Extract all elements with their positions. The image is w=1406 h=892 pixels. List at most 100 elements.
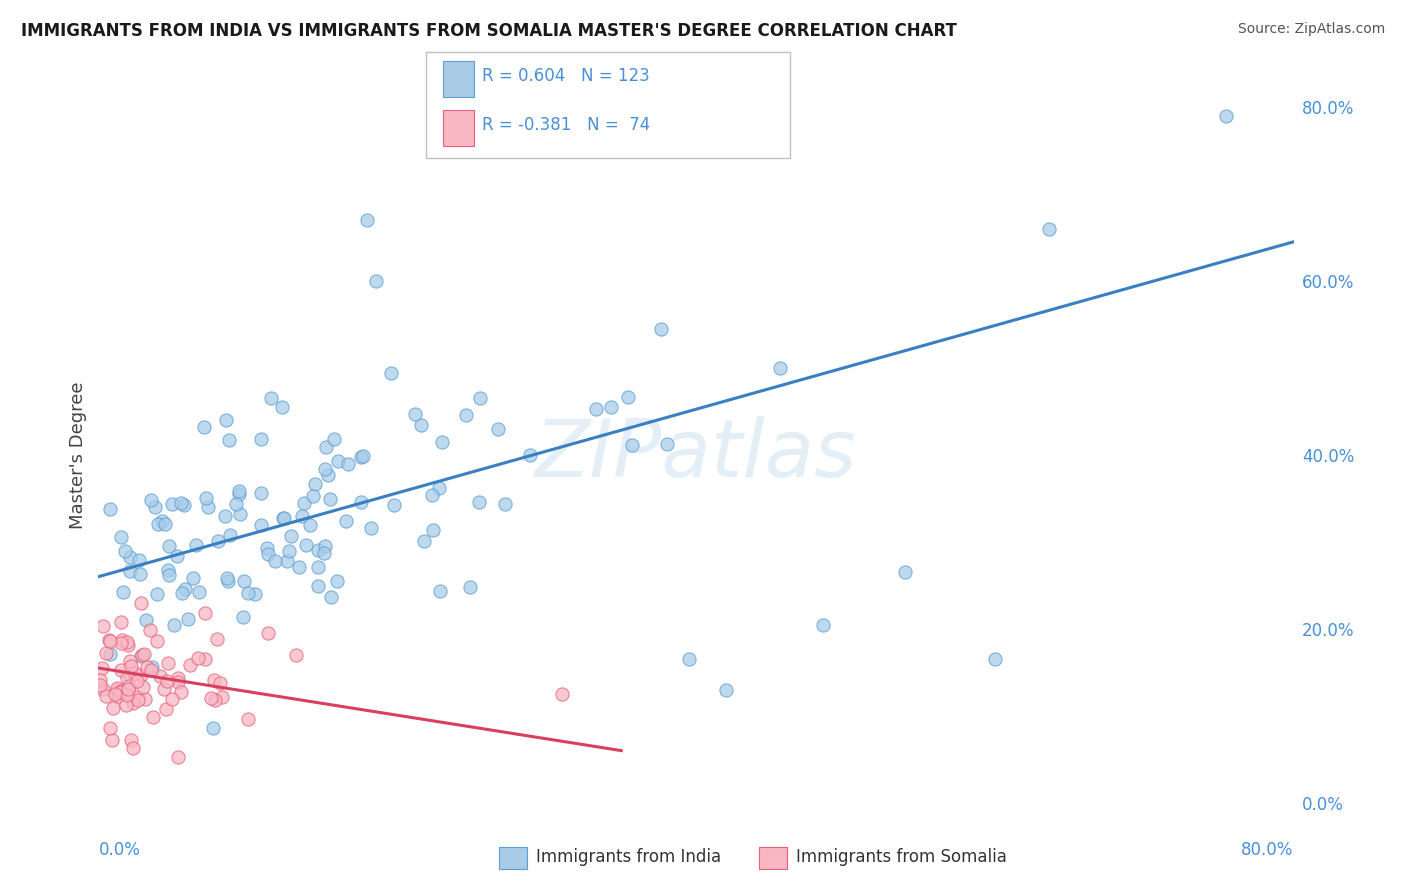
Text: R = -0.381   N =  74: R = -0.381 N = 74	[482, 116, 651, 135]
Point	[110, 530, 132, 544]
Point	[114, 544, 136, 558]
Point	[600, 400, 623, 414]
Point	[91, 661, 114, 675]
Point	[257, 547, 280, 561]
Point	[655, 437, 678, 451]
Point	[114, 698, 136, 712]
Point	[250, 485, 273, 500]
Point	[307, 560, 329, 574]
Point	[155, 517, 177, 532]
Point	[153, 681, 176, 696]
Point	[494, 497, 516, 511]
Point	[172, 586, 194, 600]
Point	[319, 492, 342, 507]
Point	[156, 657, 179, 671]
Point	[163, 618, 186, 632]
Point	[384, 498, 406, 512]
Point	[120, 549, 142, 564]
Point	[110, 615, 132, 630]
Point	[152, 514, 174, 528]
Point	[89, 678, 111, 692]
Point	[420, 488, 443, 502]
Point	[271, 510, 294, 524]
Point	[470, 391, 492, 405]
Point	[350, 450, 373, 465]
Point	[295, 538, 318, 552]
Point	[157, 567, 180, 582]
Point	[287, 559, 309, 574]
Point	[218, 434, 240, 448]
Point	[1038, 222, 1060, 236]
Point	[135, 660, 157, 674]
Point	[115, 634, 138, 648]
Point	[352, 449, 374, 463]
Point	[115, 671, 138, 685]
Point	[214, 509, 236, 524]
Point	[271, 400, 294, 414]
Point	[120, 732, 142, 747]
Point	[195, 491, 218, 506]
Point	[1215, 109, 1237, 123]
Point	[100, 502, 122, 516]
Point	[120, 669, 142, 683]
Point	[181, 571, 204, 585]
Point	[249, 517, 271, 532]
Point	[298, 517, 321, 532]
Point	[284, 648, 307, 662]
Point	[314, 545, 336, 559]
Point	[167, 675, 190, 690]
Point	[209, 676, 232, 690]
Text: Immigrants from Somalia: Immigrants from Somalia	[796, 848, 1007, 866]
Point	[360, 521, 382, 535]
Point	[350, 495, 373, 509]
Point	[256, 625, 278, 640]
Point	[134, 692, 156, 706]
Point	[984, 652, 1007, 666]
Point	[127, 692, 149, 706]
Point	[380, 367, 402, 381]
Point	[422, 523, 444, 537]
Point	[215, 413, 238, 427]
Point	[322, 432, 344, 446]
Point	[454, 409, 477, 423]
Point	[458, 580, 481, 594]
Point	[155, 702, 177, 716]
Point	[204, 693, 226, 707]
Point	[115, 688, 138, 702]
Point	[139, 663, 162, 677]
Text: ZIPatlas: ZIPatlas	[534, 416, 858, 494]
Point	[122, 696, 145, 710]
Point	[128, 553, 150, 567]
Point	[232, 610, 254, 624]
Point	[187, 650, 209, 665]
Point	[105, 681, 128, 695]
Point	[233, 574, 256, 588]
Point	[120, 658, 142, 673]
Point	[315, 440, 337, 454]
Point	[112, 584, 135, 599]
Point	[127, 690, 149, 704]
Point	[131, 668, 153, 682]
Point	[160, 497, 183, 511]
Point	[291, 509, 314, 524]
Point	[141, 660, 163, 674]
Point	[225, 497, 247, 511]
Point	[179, 657, 201, 672]
Point	[236, 585, 259, 599]
Point	[156, 563, 179, 577]
Point	[91, 681, 114, 696]
Point	[413, 533, 436, 548]
Point	[307, 579, 329, 593]
Text: 0.0%: 0.0%	[98, 841, 141, 859]
Point	[124, 665, 146, 680]
Point	[110, 636, 132, 650]
Point	[166, 549, 188, 563]
Point	[207, 533, 229, 548]
Point	[519, 448, 541, 462]
Point	[202, 721, 225, 735]
Point	[118, 564, 141, 578]
Point	[621, 438, 644, 452]
Point	[550, 687, 572, 701]
Point	[430, 434, 453, 449]
Point	[129, 648, 152, 663]
